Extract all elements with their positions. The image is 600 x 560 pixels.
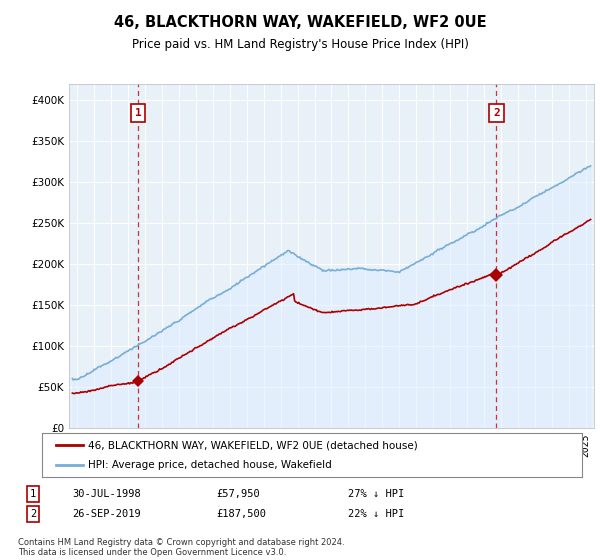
Text: 46, BLACKTHORN WAY, WAKEFIELD, WF2 0UE (detached house): 46, BLACKTHORN WAY, WAKEFIELD, WF2 0UE (… [88,440,418,450]
Text: £187,500: £187,500 [216,509,266,519]
Text: 26-SEP-2019: 26-SEP-2019 [72,509,141,519]
Text: 22% ↓ HPI: 22% ↓ HPI [348,509,404,519]
Text: 1: 1 [30,489,36,499]
Text: 1: 1 [135,108,142,118]
Text: £57,950: £57,950 [216,489,260,499]
Text: 2: 2 [30,509,36,519]
Text: 30-JUL-1998: 30-JUL-1998 [72,489,141,499]
Text: 2: 2 [493,108,500,118]
Text: HPI: Average price, detached house, Wakefield: HPI: Average price, detached house, Wake… [88,460,332,470]
Text: 27% ↓ HPI: 27% ↓ HPI [348,489,404,499]
Text: Price paid vs. HM Land Registry's House Price Index (HPI): Price paid vs. HM Land Registry's House … [131,38,469,50]
Text: Contains HM Land Registry data © Crown copyright and database right 2024.
This d: Contains HM Land Registry data © Crown c… [18,538,344,557]
Text: 46, BLACKTHORN WAY, WAKEFIELD, WF2 0UE: 46, BLACKTHORN WAY, WAKEFIELD, WF2 0UE [113,15,487,30]
